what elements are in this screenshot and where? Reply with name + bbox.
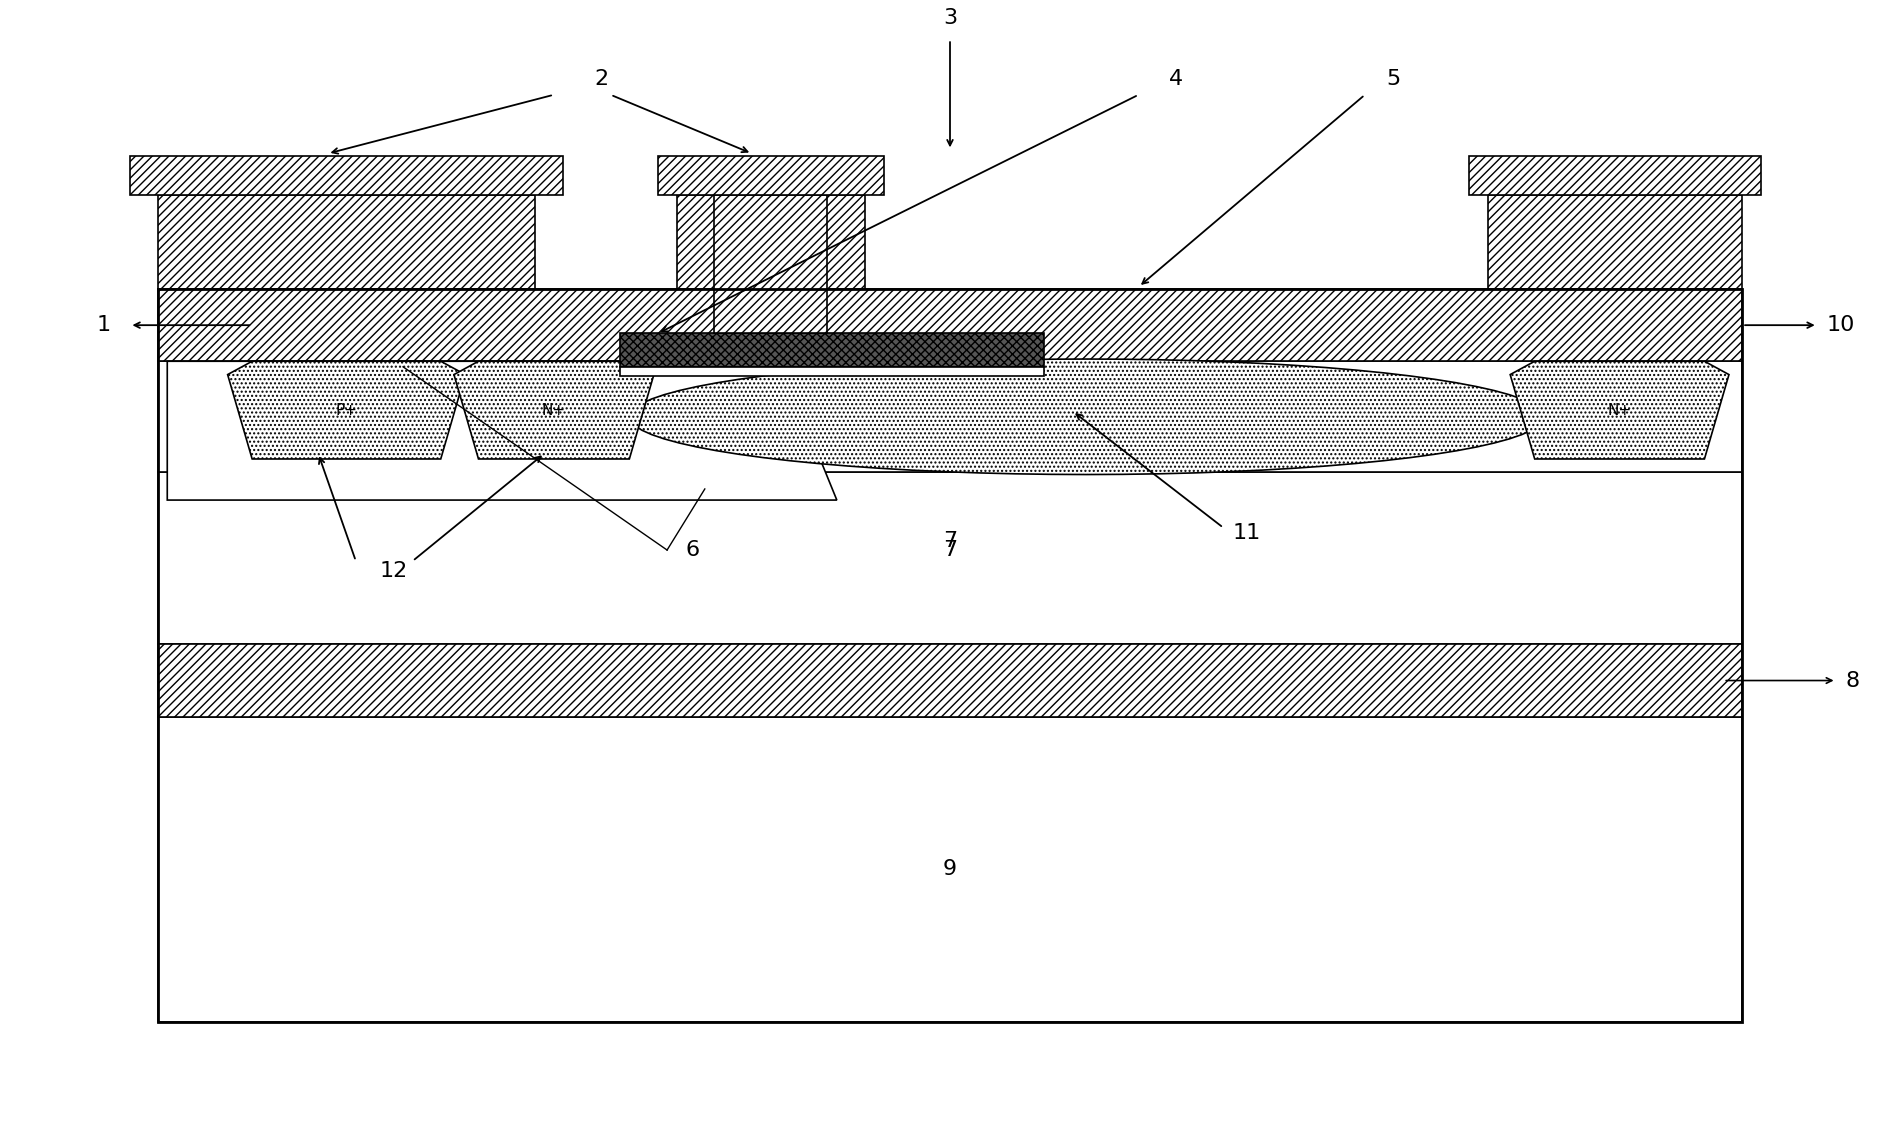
Polygon shape [629, 359, 1545, 474]
Text: 4: 4 [1168, 70, 1184, 89]
Bar [714, 195, 826, 334]
Bar [676, 195, 864, 290]
Text: 7: 7 [942, 539, 958, 560]
Polygon shape [454, 361, 654, 459]
Bar [657, 156, 884, 195]
Text: 10: 10 [1828, 315, 1856, 335]
Polygon shape [228, 361, 466, 459]
Text: 7: 7 [942, 531, 958, 551]
Text: 9: 9 [942, 860, 958, 879]
Bar [158, 195, 536, 290]
Bar [158, 644, 1742, 717]
Text: 2: 2 [595, 70, 608, 89]
Bar [1488, 195, 1742, 290]
Bar [1469, 156, 1761, 195]
Bar [619, 334, 1045, 367]
Text: N+: N+ [542, 402, 566, 417]
Text: 12: 12 [380, 561, 408, 581]
Bar [158, 290, 1742, 361]
Bar [619, 367, 1045, 376]
Bar [158, 290, 1742, 1021]
Text: N+: N+ [1607, 402, 1632, 417]
Text: 5: 5 [1387, 70, 1400, 89]
Text: P+: P+ [336, 402, 357, 417]
Text: 6: 6 [686, 540, 699, 560]
Bar [158, 717, 1742, 1021]
Text: 1: 1 [97, 315, 110, 335]
Bar [129, 156, 562, 195]
Text: 8: 8 [1847, 670, 1860, 691]
Text: 3: 3 [942, 8, 958, 29]
Polygon shape [1510, 361, 1729, 459]
Text: 11: 11 [1233, 523, 1262, 544]
Bar [158, 361, 1742, 472]
Polygon shape [167, 361, 836, 500]
Bar [158, 472, 1742, 644]
